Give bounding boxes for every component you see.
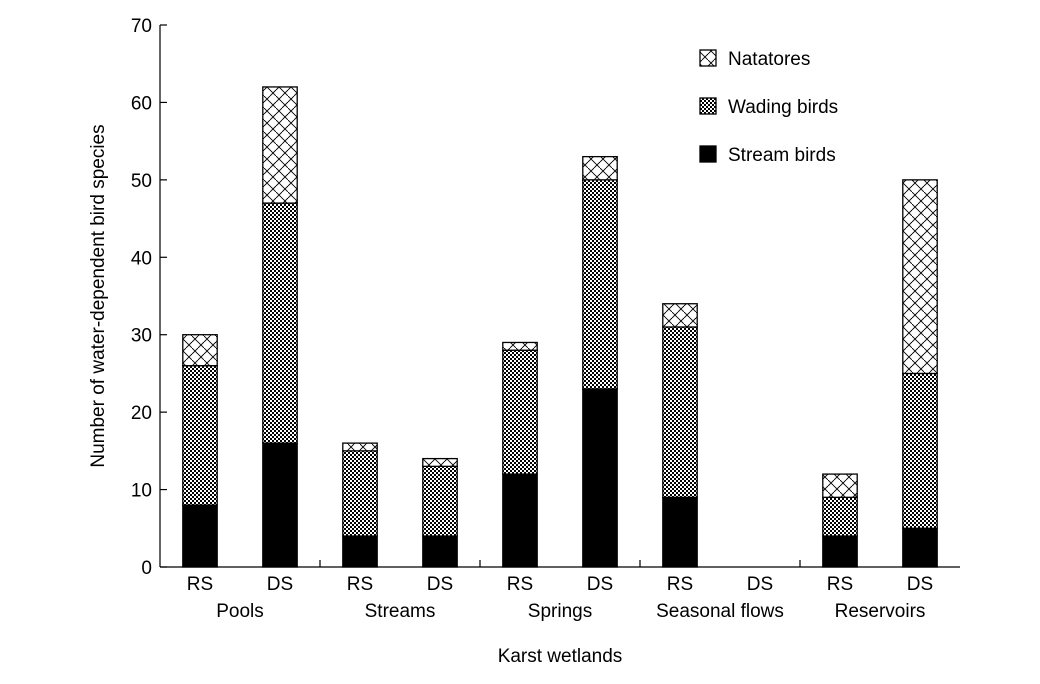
x-group-label: Seasonal flows bbox=[656, 601, 784, 622]
bar-segment-stream-birds bbox=[662, 496, 698, 568]
legend-label-natatores: Natatores bbox=[728, 49, 810, 70]
bar-segment-wading-birds bbox=[182, 365, 218, 506]
y-tick-label: 50 bbox=[131, 171, 152, 192]
legend-swatch-natatores bbox=[699, 49, 717, 67]
bar-segment-wading-birds bbox=[502, 349, 538, 475]
x-axis-title: Karst wetlands bbox=[498, 646, 623, 667]
bar-segment-stream-birds bbox=[342, 535, 378, 568]
legend-swatch-wading-birds bbox=[699, 97, 717, 115]
x-subcategory-label: DS bbox=[907, 574, 933, 595]
y-tick-label: 30 bbox=[131, 326, 152, 347]
y-tick-label: 10 bbox=[131, 481, 152, 502]
bar-segment-natatores bbox=[662, 303, 698, 328]
bar-segment-wading-birds bbox=[262, 202, 298, 444]
bar-segment-wading-birds bbox=[422, 465, 458, 537]
x-group-label: Springs bbox=[528, 601, 592, 622]
axes bbox=[159, 25, 960, 568]
legend-swatch-stream-birds bbox=[699, 145, 717, 163]
bar-segment-natatores bbox=[342, 442, 378, 452]
y-tick-label: 60 bbox=[131, 93, 152, 114]
x-subcategory-label: RS bbox=[507, 574, 533, 595]
x-subcategory-label: RS bbox=[347, 574, 373, 595]
bar-segment-natatores bbox=[182, 334, 218, 367]
legend: Natatores Wading birds Stream birds bbox=[699, 49, 838, 166]
bar-segment-natatores bbox=[902, 179, 938, 375]
bar-segment-natatores bbox=[582, 155, 618, 181]
bar-segment-natatores bbox=[822, 473, 858, 498]
bar-segment-wading-birds bbox=[342, 450, 378, 537]
x-subcategory-label: DS bbox=[427, 574, 453, 595]
bar-segment-wading-birds bbox=[662, 326, 698, 498]
y-ticks: 0 10 20 30 40 50 60 70 bbox=[131, 16, 167, 579]
bar-segment-wading-birds bbox=[822, 496, 858, 537]
y-tick-label: 70 bbox=[131, 16, 152, 37]
legend-label-wading-birds: Wading birds bbox=[728, 97, 838, 118]
bar-segment-stream-birds bbox=[822, 535, 858, 568]
bar-segment-stream-birds bbox=[422, 535, 458, 568]
y-axis-title: Number of water-dependent bird species bbox=[88, 124, 109, 467]
bar-segment-natatores bbox=[502, 341, 538, 351]
bar-segment-stream-birds bbox=[902, 527, 938, 568]
y-tick-label: 0 bbox=[141, 558, 152, 579]
x-group-label: Pools bbox=[216, 601, 264, 622]
y-tick-label: 20 bbox=[131, 403, 152, 424]
bar-segment-wading-birds bbox=[902, 372, 938, 529]
x-subcategory-label: RS bbox=[667, 574, 693, 595]
legend-label-stream-birds: Stream birds bbox=[728, 145, 836, 166]
bars-layer bbox=[182, 86, 938, 568]
bar-segment-natatores bbox=[262, 86, 298, 204]
x-group-label: Reservoirs bbox=[835, 601, 926, 622]
bar-segment-natatores bbox=[422, 457, 458, 467]
y-tick-label: 40 bbox=[131, 248, 152, 269]
x-subcategory-label: DS bbox=[587, 574, 613, 595]
bar-segment-stream-birds bbox=[582, 388, 618, 568]
x-subcategory-label: DS bbox=[747, 574, 773, 595]
x-subcategory-label: RS bbox=[827, 574, 853, 595]
bar-segment-stream-birds bbox=[502, 473, 538, 568]
x-group-label: Streams bbox=[365, 601, 436, 622]
x-subcategory-label: RS bbox=[187, 574, 213, 595]
bar-segment-wading-birds bbox=[582, 179, 618, 390]
x-subcategory-label: DS bbox=[267, 574, 293, 595]
bar-segment-stream-birds bbox=[182, 504, 218, 568]
bar-segment-stream-birds bbox=[262, 442, 298, 568]
